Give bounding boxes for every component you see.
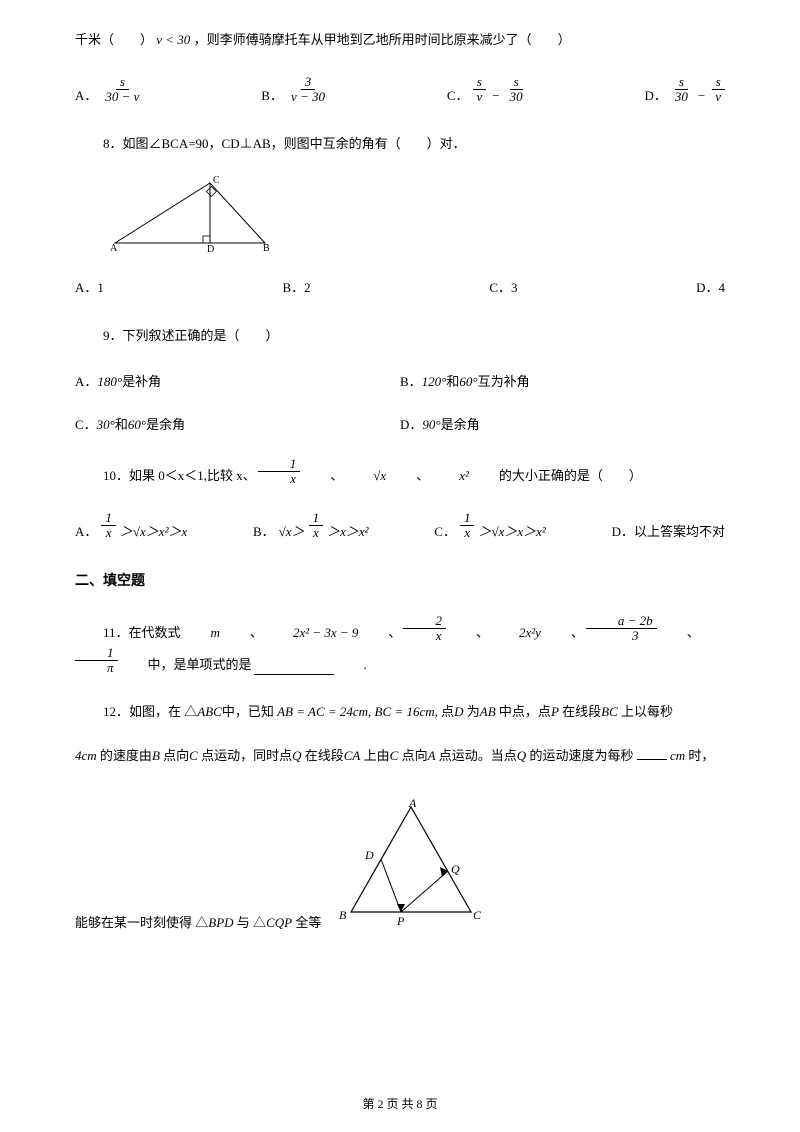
q7-c-expr: sv − s30 (473, 75, 527, 105)
q8-figure: A B C D (105, 173, 725, 257)
q7-prefix: 千米（ ） (75, 32, 153, 47)
q10-options: A． 1x ＞√x＞x²＞x B． √x＞ 1x ＞x＞x² C． 1x ＞√x… (75, 511, 725, 541)
q9-opt-b: B．120°和60°互为补角 (400, 371, 725, 390)
vertex-a: A (110, 243, 118, 253)
q7-text: 千米（ ） v < 30 ，则李师傅骑摩托车从甲地到乙地所用时间比原来减少了（ … (75, 30, 725, 51)
q10-opt-b: B． √x＞ 1x ＞x＞x² (253, 511, 369, 541)
svg-text:B: B (339, 908, 347, 922)
label-d: D． (644, 85, 666, 104)
label-a: A． (75, 85, 97, 104)
vertex-b: B (263, 243, 270, 253)
q7-a-num: s (116, 75, 129, 90)
q12-blank (637, 747, 667, 760)
q12-figure: A B C D P Q (321, 797, 501, 931)
q11-blank (254, 662, 334, 675)
q7-opt-d: D． s30 − sv (644, 75, 725, 105)
q8-opt-a: A．1 (75, 277, 104, 296)
q8-options: A．1 B．2 C．3 D．4 (75, 277, 725, 296)
q7-b-frac: 3 v − 30 (287, 75, 329, 105)
svg-text:D: D (364, 848, 374, 862)
label-b: B． (261, 85, 283, 104)
q7-cond: v < 30 (156, 32, 190, 47)
q12-line3-wrap: 能够在某一时刻使得 △BPD 与 △CQP 全等 A B C D P Q (75, 787, 725, 931)
q7-opt-c: C． sv − s30 (447, 75, 527, 105)
q7-opt-a: A． s 30 − v (75, 75, 143, 105)
q12-line2: 4cm 的速度由B 点向C 点运动，同时点Q 在线段CA 上由C 点向A 点运动… (75, 743, 725, 769)
q10-opt-d: D．以上答案均不对 (612, 521, 725, 540)
q7-b-num: 3 (301, 75, 316, 90)
q10-opt-c: C． 1x ＞√x＞x＞x² (434, 511, 546, 541)
q12-line1: 12．如图，在 △ABC中，已知 AB = AC = 24cm, BC = 16… (75, 699, 725, 725)
q9-row1: A．180°是补角 B．120°和60°互为补角 (75, 371, 725, 390)
q10-opt-a: A． 1x ＞√x＞x²＞x (75, 511, 187, 541)
q9-opt-a: A．180°是补角 (75, 371, 400, 390)
q7-suffix: ，则李师傅骑摩托车从甲地到乙地所用时间比原来减少了（ ） (194, 32, 571, 47)
label-c: C． (447, 85, 469, 104)
q8-opt-c: C．3 (489, 277, 517, 296)
svg-text:Q: Q (451, 862, 460, 876)
q12-line3: 能够在某一时刻使得 △BPD 与 △CQP 全等 (75, 912, 321, 931)
vertex-c: C (213, 175, 220, 186)
page-footer: 第 2 页 共 8 页 (0, 1095, 800, 1112)
q8-text: 8．如图∠BCA=90，CD⊥AB，则图中互余的角有（ ）对． (75, 134, 725, 155)
section-2-title: 二、填空题 (75, 570, 725, 590)
q8-opt-b: B．2 (283, 277, 311, 296)
q7-b-den: v − 30 (287, 90, 329, 104)
vertex-d: D (207, 244, 214, 253)
q9-opt-d: D．90°是余角 (400, 414, 725, 433)
q7-a-frac: s 30 − v (101, 75, 143, 105)
svg-text:P: P (396, 914, 405, 927)
svg-text:C: C (473, 908, 482, 922)
svg-text:A: A (408, 797, 417, 810)
q8-opt-d: D．4 (696, 277, 725, 296)
q9-opt-c: C．30°和60°是余角 (75, 414, 400, 433)
q7-options: A． s 30 − v B． 3 v − 30 C． sv − s30 D． s… (75, 75, 725, 105)
isoceles-diagram: A B C D P Q (321, 797, 501, 927)
q10-text: 10．如果 0＜x＜1,比较 x、 1x 、 √x 、 x² 的大小正确的是（ … (75, 457, 725, 487)
q7-opt-b: B． 3 v − 30 (261, 75, 329, 105)
triangle-diagram: A B C D (105, 173, 275, 253)
q7-a-den: 30 − v (101, 90, 143, 104)
q9-row2: C．30°和60°是余角 D．90°是余角 (75, 414, 725, 433)
q9-text: 9．下列叙述正确的是（ ） (75, 326, 725, 347)
q7-d-expr: s30 − sv (671, 75, 725, 105)
q11-text: 11．在代数式 m 、 2x² − 3x − 9 、 2x 、 2x²y 、 a… (75, 614, 725, 675)
